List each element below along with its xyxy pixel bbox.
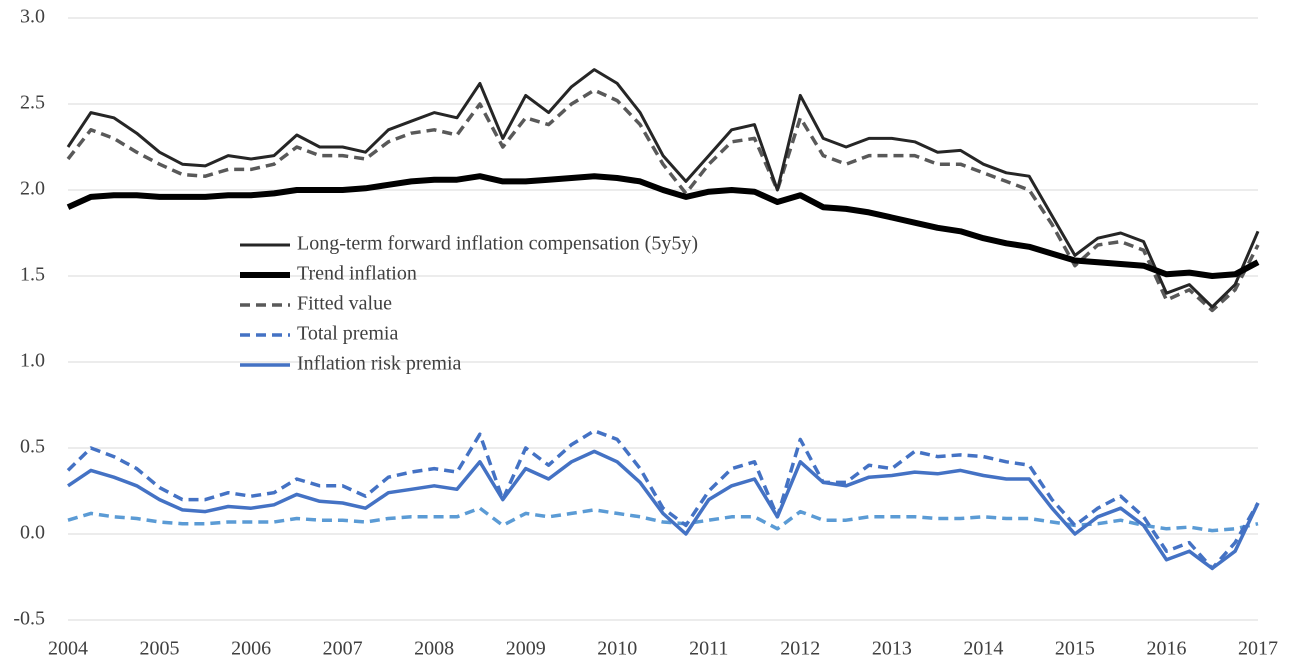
x-tick-label: 2017: [1238, 638, 1278, 660]
y-tick-label: 2.5: [20, 92, 45, 114]
x-tick-label: 2007: [323, 638, 363, 660]
x-tick-label: 2009: [506, 638, 546, 660]
legend-label: Fitted value: [297, 293, 392, 315]
x-tick-label: 2012: [780, 638, 820, 660]
legend-label: Inflation risk premia: [297, 353, 462, 375]
x-tick-label: 2013: [872, 638, 912, 660]
legend-label: Trend inflation: [297, 263, 417, 285]
y-tick-label: -0.5: [13, 608, 45, 630]
x-tick-label: 2006: [231, 638, 271, 660]
series-line: [67, 506, 1259, 533]
x-tick-label: 2004: [48, 638, 88, 660]
y-tick-label: 1.0: [20, 350, 45, 372]
legend-label: Long-term forward inflation compensation…: [297, 233, 698, 255]
series-line: [66, 88, 1260, 313]
y-tick-label: 0.0: [20, 522, 45, 544]
x-tick-label: 2014: [963, 638, 1003, 660]
x-tick-label: 2005: [140, 638, 180, 660]
x-tick-label: 2008: [414, 638, 454, 660]
series-line: [66, 173, 1260, 279]
y-tick-label: 2.0: [20, 178, 45, 200]
series-line: [67, 449, 1260, 571]
y-tick-label: 3.0: [20, 6, 45, 28]
x-tick-label: 2016: [1146, 638, 1186, 660]
legend-label: Total premia: [297, 323, 398, 345]
y-tick-label: 1.5: [20, 264, 45, 286]
y-tick-label: 0.5: [20, 436, 45, 458]
x-tick-label: 2011: [689, 638, 728, 660]
series-line: [66, 429, 1260, 571]
x-tick-label: 2010: [597, 638, 637, 660]
series-line: [66, 68, 1260, 309]
x-tick-label: 2015: [1055, 638, 1095, 660]
